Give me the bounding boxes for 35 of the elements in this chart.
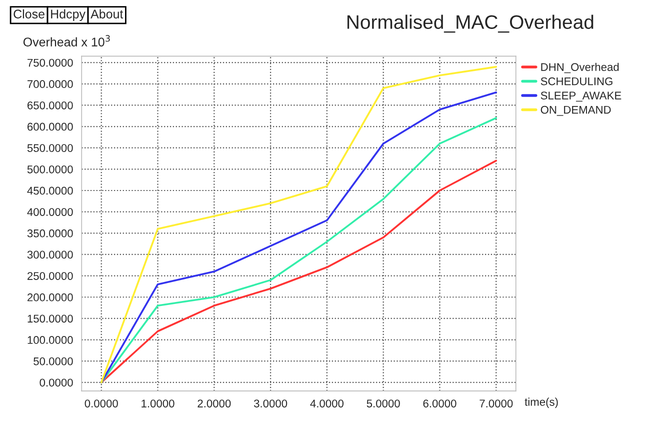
y-tick-label: 450.0000	[27, 186, 73, 195]
x-tick-label: 0.0000	[84, 400, 118, 408]
text: About	[90, 9, 124, 18]
y-tick-label: 400.0000	[27, 208, 73, 216]
x-tick-label: 5.0000	[366, 400, 400, 408]
y-tick-label: 250.0000	[28, 272, 73, 280]
x-tick-label: 3.0000	[254, 400, 288, 408]
x-tick-label: 1.0000	[142, 400, 174, 408]
legend-label: ON_DEMAND	[540, 106, 611, 116]
x-tick-label: 6.0000	[423, 400, 456, 408]
y-tick-label: 150.0000	[28, 314, 73, 323]
y-tick-label: 600.0000	[28, 122, 73, 131]
y-tick-label: 100.0000	[28, 336, 73, 344]
x-axis-title: time(s)	[524, 398, 558, 408]
text: Close	[14, 9, 44, 18]
legend-label: SLEEP_AWAKE	[540, 92, 622, 102]
y-tick-label: 500.0000	[27, 165, 73, 174]
chart-title: Normalised_MAC_Overhead	[347, 14, 594, 33]
x-tick-label: 2.0000	[198, 400, 231, 408]
text: Hdcpy	[51, 9, 86, 21]
line-series	[100, 160, 498, 384]
y-tick-label: 300.0000	[27, 250, 73, 259]
y-tick-label: 550.0000	[27, 144, 73, 152]
legend-label: SCHEDULING	[540, 77, 612, 86]
y-tick-label: 650.0000	[28, 101, 73, 110]
y-tick-label: 200.0000	[28, 293, 73, 302]
y-axis-title: Overhead x 10$^{3}$	[23, 35, 110, 46]
y-tick-label: 50.0000	[34, 357, 73, 366]
legend-label: DHN_Overhead	[541, 62, 619, 74]
x-tick-label: 7.0000	[480, 400, 513, 408]
y-tick-label: 0.0000	[40, 378, 73, 387]
y-tick-label: 350.0000	[27, 229, 73, 238]
y-tick-label: 700.0000	[28, 80, 73, 88]
x-tick-label: 4.0000	[310, 400, 344, 408]
y-tick-label: 750.0000	[28, 58, 73, 67]
